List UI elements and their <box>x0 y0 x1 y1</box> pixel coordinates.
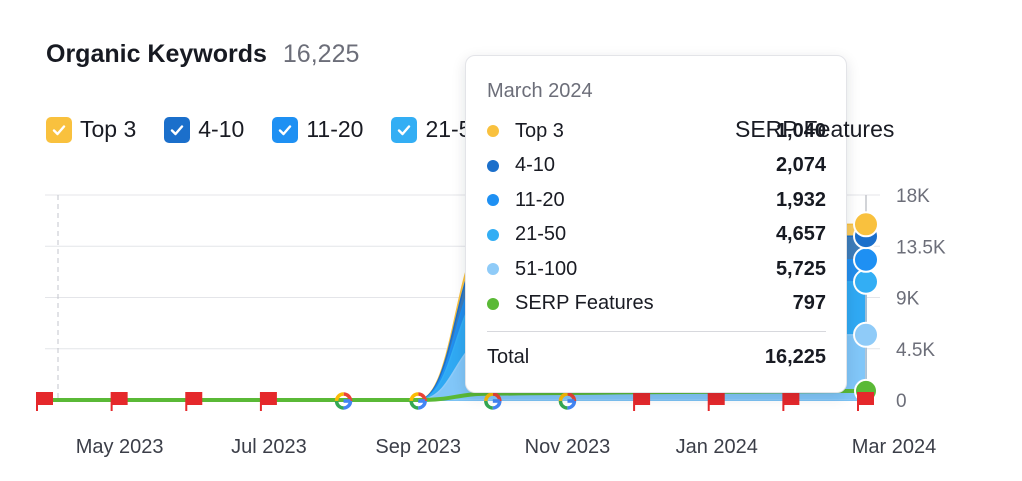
event-flag-icon <box>185 392 203 411</box>
tooltip-row-label: 11-20 <box>515 188 565 211</box>
series-dot-icon <box>487 228 499 241</box>
series-dot-icon <box>487 297 499 310</box>
hover-point <box>853 211 879 238</box>
legend-checkbox-icon[interactable] <box>164 116 191 143</box>
tooltip-total-row: Total 16,225 <box>487 346 826 369</box>
google-update-icon <box>409 392 427 410</box>
tooltip-row-value: 1,932 <box>775 188 826 211</box>
tooltip-row-value: 4,657 <box>775 223 826 245</box>
tooltip-row-value: 5,725 <box>775 257 826 280</box>
legend-label: Top 3 <box>80 116 137 142</box>
hover-point <box>853 321 879 348</box>
tooltip-total-label: Total <box>487 346 530 368</box>
x-tick-label: Nov 2023 <box>525 436 611 458</box>
x-tick-label: Jul 2023 <box>231 436 307 458</box>
tooltip-row: SERP Features 797 <box>487 289 826 319</box>
tooltip-divider <box>487 331 826 332</box>
google-update-icon <box>484 392 502 410</box>
legend-item-top-3[interactable]: Top 3 <box>46 116 136 143</box>
y-tick-label: 9K <box>896 289 920 310</box>
legend-item-4-10[interactable]: 4-10 <box>164 116 244 143</box>
event-flag-icon <box>707 392 725 411</box>
event-flag-icon <box>857 392 874 411</box>
tooltip-row-value: 797 <box>792 292 826 314</box>
y-tick-label: 0 <box>896 391 907 412</box>
chart-header: Organic Keywords 16,225 <box>46 40 359 69</box>
legend-checkbox-icon[interactable] <box>391 116 418 143</box>
google-update-icon <box>558 392 577 410</box>
series-dot-icon <box>487 194 499 206</box>
google-update-icon <box>334 392 353 410</box>
tooltip-row-label: SERP Features <box>515 292 654 314</box>
hover-tooltip: March 2024 Top 3 1,040 4-10 2,074 11-20 1,932… <box>465 55 847 393</box>
event-flag-icon <box>782 392 800 411</box>
legend-item-11-20[interactable]: 11-20 <box>272 116 363 143</box>
series-dot-icon <box>487 125 499 137</box>
hover-point <box>853 246 879 273</box>
tooltip-row-label: 21-50 <box>515 223 567 245</box>
event-flag-icon <box>110 392 128 411</box>
tooltip-row-value: 1,040 <box>775 119 826 142</box>
legend-label: 4-10 <box>198 116 245 142</box>
chart-legend: Top 3 4-10 11-20 21-50 <box>46 116 484 143</box>
tooltip-row-label: 4-10 <box>515 154 556 176</box>
legend-checkbox-icon[interactable] <box>46 116 72 143</box>
y-tick-label: 4.5K <box>896 340 935 361</box>
event-flag-icon <box>36 392 53 411</box>
x-tick-label: Sep 2023 <box>375 436 461 458</box>
y-tick-label: 18K <box>896 186 930 207</box>
tooltip-row: Top 3 1,040 <box>487 116 826 146</box>
legend-label: 11-20 <box>306 116 364 142</box>
tooltip-row-value: 2,074 <box>775 154 826 176</box>
tooltip-row-label: 51-100 <box>515 257 578 280</box>
legend-checkbox-icon[interactable] <box>272 116 299 143</box>
hover-point <box>853 268 879 295</box>
keywords-total: 16,225 <box>282 40 360 68</box>
x-tick-label: Jan 2024 <box>676 436 758 458</box>
tooltip-title: March 2024 <box>487 80 593 102</box>
x-tick-label: Mar 2024 <box>852 436 937 458</box>
tooltip-total-value: 16,225 <box>764 346 826 368</box>
x-tick-label: May 2023 <box>76 436 164 458</box>
tooltip-row: 11-20 1,932 <box>487 185 826 215</box>
event-flag-icon <box>633 392 651 411</box>
tooltip-row-label: Top 3 <box>515 119 564 142</box>
chart-title: Organic Keywords <box>46 40 267 68</box>
tooltip-row: 21-50 4,657 <box>487 220 826 250</box>
series-dot-icon <box>487 159 499 172</box>
series-dot-icon <box>487 263 499 275</box>
tooltip-row: 4-10 2,074 <box>487 151 826 181</box>
tooltip-row: 51-100 5,725 <box>487 254 826 284</box>
y-tick-label: 13.5K <box>896 237 946 258</box>
event-flag-icon <box>259 392 277 411</box>
legend-item-serp-features[interactable]: SERP Features <box>735 116 895 142</box>
